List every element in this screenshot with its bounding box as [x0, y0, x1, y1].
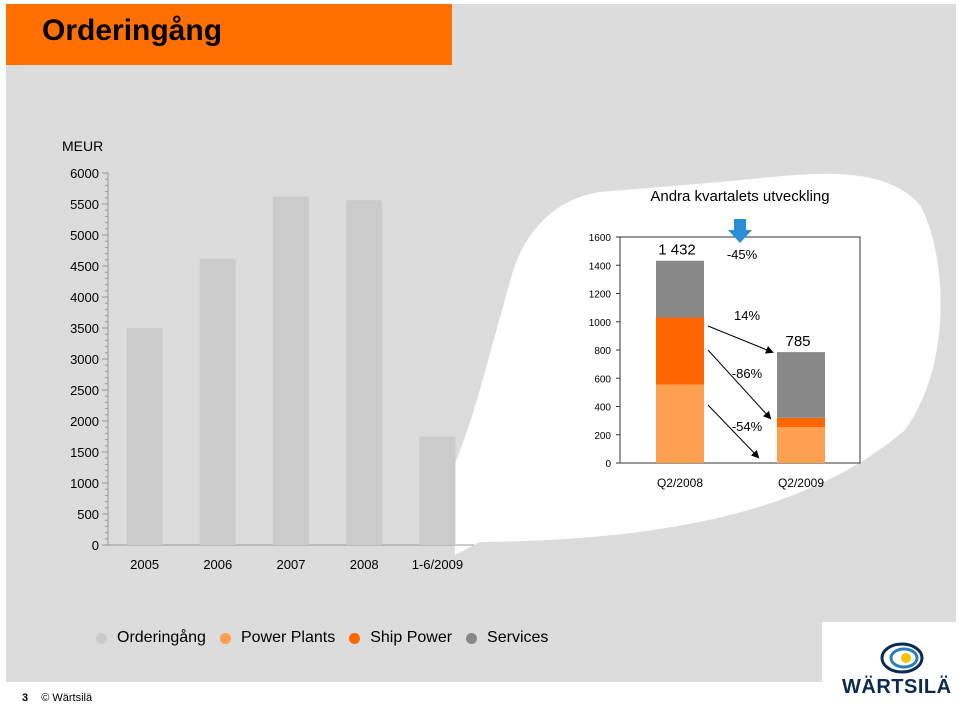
bar [419, 436, 456, 545]
legend-item-ship-power: Ship Power [349, 629, 452, 647]
wartsila-logo-icon [880, 642, 924, 674]
change-label-total: -45% [727, 247, 758, 262]
stacked-bar-segment-services [777, 352, 825, 418]
legend: Orderingång Power Plants Ship Power Serv… [96, 628, 562, 648]
stacked-bar-segment-power-plants [777, 426, 825, 463]
x-tick-label: 2008 [350, 557, 379, 572]
y-tick-label: 600 [594, 374, 611, 385]
bar-total-label: 1 432 [658, 242, 696, 259]
y-tick-label: 1000 [589, 318, 612, 329]
stacked-bar-segment-services [656, 260, 704, 318]
chart-title: Andra kvartalets utveckling [650, 188, 829, 205]
y-tick-label: 1400 [589, 261, 612, 272]
y-tick-label: 1000 [70, 476, 99, 491]
y-tick-label: 4000 [70, 290, 99, 305]
x-tick-label: 2006 [203, 557, 232, 572]
y-axis-unit: MEUR [62, 138, 104, 154]
bar [346, 200, 383, 545]
copyright: © Wärtsilä [41, 692, 93, 704]
y-tick-label: 1600 [589, 233, 612, 244]
y-tick-label: 2000 [70, 414, 99, 429]
x-tick-label: 2007 [277, 557, 306, 572]
y-tick-label: 0 [605, 459, 611, 470]
y-tick-label: 200 [594, 431, 611, 442]
stacked-bar-segment-power-plants [656, 384, 704, 463]
title-bar [6, 4, 452, 65]
y-tick-label: 5000 [70, 228, 99, 243]
y-tick-label: 3000 [70, 352, 99, 367]
legend-item-power-plants: Power Plants [219, 629, 336, 647]
stacked-bar-segment-ship-power [777, 417, 825, 427]
legend-label: Services [487, 629, 549, 646]
bar-total-label: 785 [785, 333, 810, 350]
x-tick-label: Q2/2008 [657, 476, 703, 490]
y-tick-label: 400 [594, 403, 611, 414]
y-tick-label: 1200 [589, 290, 612, 301]
y-tick-label: 6000 [70, 166, 99, 181]
bar [199, 258, 236, 545]
legend-item-orderingang: Orderingång [96, 629, 206, 647]
page-number: 3 [22, 692, 29, 704]
y-tick-label: 1500 [70, 445, 99, 460]
legend-marker [349, 632, 361, 644]
legend-marker [466, 632, 478, 644]
y-tick-label: 500 [77, 507, 99, 522]
x-tick-label: 2005 [130, 557, 159, 572]
footer: 3 © Wärtsilä [22, 692, 92, 704]
y-tick-label: 5500 [70, 197, 99, 212]
quarterly-breakdown-chart: 0 200 400 600 800 1000 1200 1400 1600 Andra kvart… [589, 188, 861, 490]
bar [273, 196, 309, 545]
legend-item-services: Services [466, 629, 548, 647]
stacked-bar-segment-ship-power [656, 317, 704, 385]
bar [126, 328, 163, 545]
legend-label: Orderingång [117, 629, 206, 646]
annual-order-intake-chart: 0 500 1000 1500 2000 2500 3000 3500 4000 4500 5000… [70, 166, 474, 572]
x-tick-label: 1-6/2009 [412, 557, 463, 572]
change-label-ship-power: -86% [732, 366, 763, 381]
y-tick-label: 2500 [70, 383, 99, 398]
legend-marker [96, 632, 107, 644]
legend-label: Ship Power [370, 629, 453, 646]
y-tick-label: 800 [594, 346, 611, 357]
y-tick-label: 0 [92, 538, 99, 553]
arrow-power-plants [707, 404, 760, 459]
down-arrow-icon [728, 219, 752, 243]
x-tick-label: Q2/2009 [778, 476, 824, 490]
change-label-services: 14% [734, 308, 760, 323]
legend-label: Power Plants [240, 629, 336, 646]
logo-area [822, 622, 956, 702]
y-tick-label: 4500 [70, 259, 99, 274]
page-title: Orderingång [42, 14, 223, 47]
brand-wordmark: WÄRTSILÄ [842, 676, 952, 698]
arrow-services [707, 325, 774, 354]
arrow-ship-power [707, 349, 772, 420]
change-label-power-plants: -54% [732, 419, 763, 434]
y-tick-label: 3500 [70, 321, 99, 336]
legend-marker [219, 632, 231, 644]
